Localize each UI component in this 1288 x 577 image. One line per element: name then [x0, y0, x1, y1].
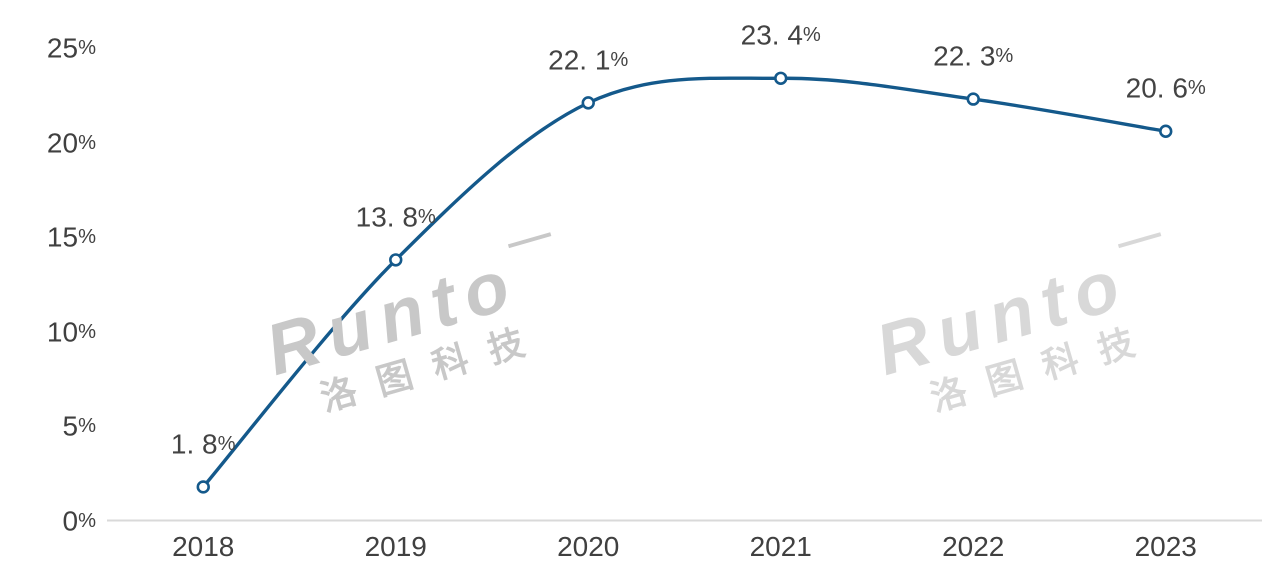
data-point-marker-2022 — [966, 92, 980, 106]
percent-sign: % — [78, 320, 96, 343]
data-point-marker-2023 — [1159, 124, 1173, 138]
x-tick-label-2023: 2023 — [1134, 531, 1197, 562]
data-point-marker-2018 — [196, 480, 210, 494]
data-point-marker-2020 — [581, 96, 595, 110]
x-tick-label-2020: 2020 — [557, 531, 620, 562]
y-tick-label: 10% — [46, 316, 96, 348]
data-point-marker-2021 — [774, 71, 788, 85]
x-tick-label-2021: 2021 — [749, 531, 812, 562]
series-line — [201, 76, 1168, 489]
y-tick-label: 25% — [46, 32, 96, 64]
data-label-2020: 22. 1% — [548, 44, 629, 76]
percent-sign: % — [78, 131, 96, 154]
x-tick-label-2018: 2018 — [172, 531, 235, 562]
y-tick-label: 5% — [62, 411, 96, 443]
percent-sign: % — [610, 48, 629, 71]
percent-sign: % — [217, 432, 236, 455]
data-label-2023: 20. 6% — [1125, 72, 1206, 104]
percent-sign: % — [417, 205, 436, 228]
y-tick-label: 0% — [62, 505, 96, 537]
percent-sign: % — [802, 24, 821, 47]
x-tick-label-2022: 2022 — [942, 531, 1005, 562]
data-label-2019: 13. 8% — [355, 201, 436, 233]
data-label-2021: 23. 4% — [740, 19, 821, 51]
percent-sign: % — [78, 415, 96, 438]
percent-sign: % — [78, 226, 96, 249]
percent-sign: % — [995, 45, 1014, 68]
percent-sign: % — [78, 37, 96, 59]
data-point-marker-2019 — [389, 253, 403, 267]
percent-sign: % — [78, 510, 96, 532]
percent-sign: % — [1187, 77, 1206, 100]
y-tick-label: 15% — [46, 221, 96, 253]
data-label-2018: 1. 8% — [170, 428, 236, 460]
y-tick-label: 20% — [46, 127, 96, 159]
x-tick-label-2019: 2019 — [364, 531, 427, 562]
data-label-2022: 22. 3% — [933, 40, 1014, 72]
